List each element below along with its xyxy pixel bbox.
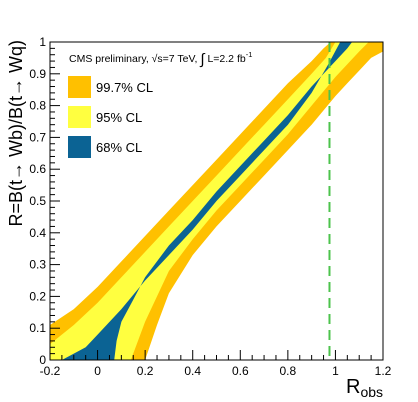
- x-tick-label: 0.4: [184, 364, 201, 378]
- annotation-lumi: L=2.2 fb: [207, 53, 245, 65]
- legend-label: 68% CL: [96, 140, 142, 155]
- x-tick-label: 0.2: [137, 364, 154, 378]
- y-tick-label: 0.7: [29, 130, 46, 144]
- y-tick-label: 0.1: [29, 321, 46, 335]
- y-tick-label: 1: [39, 35, 46, 49]
- x-tick-label: 0.8: [280, 364, 297, 378]
- x-axis-label-sub: obs: [360, 384, 383, 400]
- y-tick-label: 0.6: [29, 162, 46, 176]
- band-68-cl: [61, 42, 353, 360]
- legend-swatch: [68, 136, 91, 158]
- annotation-prefix: CMS preliminary,: [69, 53, 152, 65]
- integral-symbol: ∫: [199, 51, 206, 68]
- y-axis-label: R=B(t→ Wb)/B(t→ Wq): [6, 40, 26, 227]
- x-axis-label: Robs: [346, 376, 383, 400]
- y-tick-label: 0.9: [29, 67, 46, 81]
- cms-annotation: CMS preliminary, √s=7 TeV, ∫ L=2.2 fb-1: [69, 50, 252, 68]
- legend-swatch: [68, 106, 91, 128]
- x-tick-label: 1: [332, 364, 339, 378]
- y-tick-label: 0.8: [29, 99, 46, 113]
- legend: 99.7% CL 95% CL 68% CL: [68, 76, 153, 158]
- y-tick-label: 0: [39, 353, 46, 367]
- annotation-energy: s=7 TeV,: [157, 53, 200, 65]
- y-tick-label: 0.2: [29, 289, 46, 303]
- x-tick-label: -0.2: [40, 364, 61, 378]
- cms-annotation-text: CMS preliminary, √s=7 TeV, ∫ L=2.2 fb-1: [69, 50, 252, 68]
- legend-label: 95% CL: [96, 110, 142, 125]
- y-tick-label: 0.4: [29, 226, 46, 240]
- legend-swatch: [68, 76, 91, 98]
- x-axis-ticks: -0.2 0 0.2 0.4 0.6 0.8 1 1.2: [40, 350, 392, 378]
- x-tick-label: 0.6: [232, 364, 249, 378]
- y-axis-ticks: 0 0.1 0.2 0.3 0.4 0.5 0.6 0.7 0.8 0.9 1: [29, 35, 60, 367]
- legend-label: 99.7% CL: [96, 80, 153, 95]
- plot-area: -0.2 0 0.2 0.4 0.6 0.8 1 1.2 00.10.20.30.40.50.…: [29, 35, 391, 378]
- y-tick-label: 0.5: [29, 194, 46, 208]
- annotation-lumi-exponent: -1: [246, 50, 253, 59]
- x-tick-label: 0: [94, 364, 101, 378]
- confidence-bands: [50, 42, 383, 360]
- x-tick-label: 1.2: [375, 364, 392, 378]
- x-axis-label-main: R: [346, 376, 360, 398]
- y-tick-label: 0.3: [29, 258, 46, 272]
- sqrt-symbol: √: [152, 53, 158, 65]
